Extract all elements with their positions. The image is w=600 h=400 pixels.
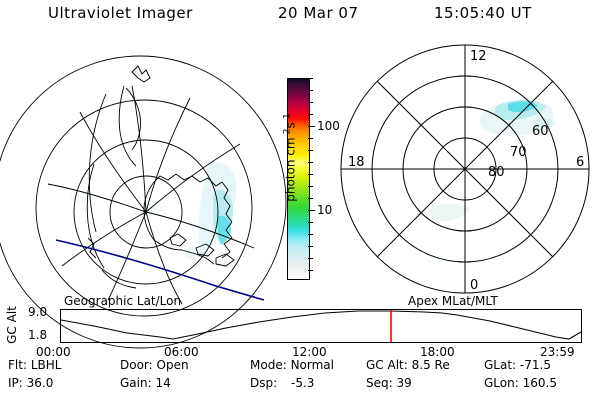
colorbar-tick-100: 100 <box>317 119 340 133</box>
status-mode-value: Normal <box>290 358 334 372</box>
status-door: Door: Open <box>120 358 189 372</box>
geographic-map-panel[interactable] <box>0 42 287 349</box>
status-seq-value: 39 <box>396 376 412 390</box>
status-gain: Gain: 14 <box>120 376 171 390</box>
orbit-xtick-1200: 12:00 <box>292 345 327 359</box>
orbit-ytick-min: 1.8 <box>28 328 48 342</box>
colorbar-panel: 100 10 photon cm-2s-1 <box>264 58 340 298</box>
mlt-spokes <box>341 45 589 293</box>
status-gain-label: Gain: <box>120 376 152 390</box>
status-gcalt-label: GC Alt: <box>366 358 408 372</box>
status-door-value: Open <box>156 358 189 372</box>
status-glat-value: -71.5 <box>519 358 551 372</box>
colorbar-unit-prefix: photon cm <box>283 137 298 202</box>
mlt-label-12: 12 <box>470 49 487 64</box>
status-glon: GLon: 160.5 <box>484 376 557 390</box>
mlt-label-18: 18 <box>348 155 365 170</box>
colorbar-unit-exp1: -2 <box>282 128 293 138</box>
status-gcalt: GC Alt: 8.5 Re <box>366 358 450 372</box>
geographic-panel-caption: Geographic Lat/Lon <box>64 294 182 308</box>
orbit-plot-box[interactable] <box>60 309 582 343</box>
orbit-xtick-0000: 00:00 <box>36 345 71 359</box>
colorbar-tick-10: 10 <box>317 203 333 217</box>
colorbar-gradient <box>287 78 310 280</box>
status-flt-label: Flt: <box>8 358 27 372</box>
status-glon-label: GLon: <box>484 376 519 390</box>
status-seq: Seq: 39 <box>366 376 412 390</box>
coastline-outline <box>86 65 235 289</box>
orbit-xtick-2359: 23:59 <box>540 345 575 359</box>
mlat-label-60: 60 <box>532 124 549 139</box>
status-ip-value: 36.0 <box>26 376 54 390</box>
status-glon-value: 160.5 <box>522 376 557 390</box>
orbit-trace-svg <box>60 310 582 342</box>
observation-date: 20 Mar 07 <box>278 4 359 22</box>
colorbar-unit-mid: s <box>283 122 298 129</box>
orbit-ytick-max: 9.0 <box>28 305 48 319</box>
observation-time: 15:05:40 UT <box>434 4 532 22</box>
status-flt-value: LBHL <box>30 358 62 372</box>
status-glat-label: GLat: <box>484 358 517 372</box>
status-dsp: Dsp: -5.3 <box>250 376 314 390</box>
orbit-y-axis-label: GC Alt <box>5 306 19 344</box>
colorbar-unit-exp2: -1 <box>282 113 293 123</box>
orbit-altitude-panel[interactable]: Geographic Lat/Lon Apex MLat/MLT GC Alt … <box>0 294 600 359</box>
status-ip-label: IP: <box>8 376 23 390</box>
status-glat: GLat: -71.5 <box>484 358 551 372</box>
mlt-panel-caption: Apex MLat/MLT <box>408 294 498 308</box>
longitude-graticule <box>47 85 255 305</box>
status-gcalt-value: 8.5 Re <box>411 358 450 372</box>
page-title: Ultraviolet Imager <box>48 4 193 22</box>
latitude-graticule <box>0 55 287 349</box>
mlt-dial-panel[interactable]: 12 6 0 18 60 70 80 <box>336 42 594 294</box>
orbit-xtick-1800: 18:00 <box>420 345 455 359</box>
orbit-xtick-0600: 06:00 <box>164 345 199 359</box>
status-dsp-value: -5.3 <box>290 376 315 390</box>
header-bar: Ultraviolet Imager 20 Mar 07 15:05:40 UT <box>0 4 600 30</box>
orbit-altitude-trace <box>60 310 582 340</box>
terminator-line <box>55 239 265 301</box>
status-dsp-label: Dsp: <box>250 376 278 390</box>
mlt-label-6: 6 <box>576 155 584 170</box>
status-bar: Flt: LBHL IP: 36.0 Door: Open Gain: 14 M… <box>0 358 600 400</box>
status-door-label: Door: <box>120 358 153 372</box>
status-mode: Mode: Normal <box>250 358 334 372</box>
mlat-label-80: 80 <box>488 165 505 180</box>
mlt-label-0: 0 <box>470 278 478 293</box>
status-ip: IP: 36.0 <box>8 376 53 390</box>
status-gain-value: 14 <box>155 376 171 390</box>
mlat-ring-ticks <box>459 75 471 263</box>
mlat-label-70: 70 <box>510 145 527 160</box>
status-mode-label: Mode: <box>250 358 287 372</box>
colorbar-axis-label: photon cm-2s-1 <box>283 78 298 238</box>
status-flt: Flt: LBHL <box>8 358 61 372</box>
colorbar-ticks <box>308 78 315 278</box>
status-seq-label: Seq: <box>366 376 393 390</box>
